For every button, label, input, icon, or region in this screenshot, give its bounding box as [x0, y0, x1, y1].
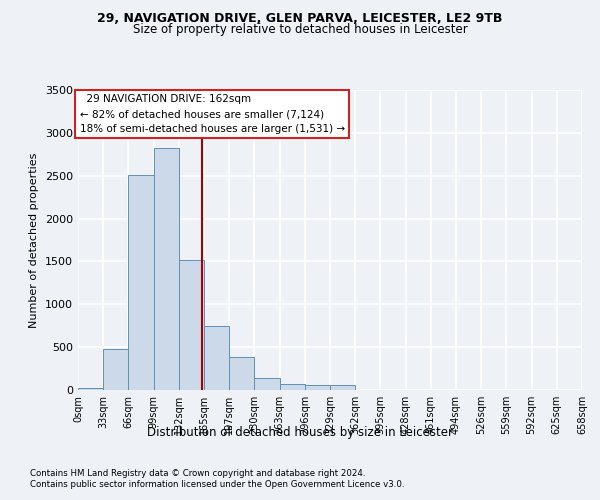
Bar	[229, 356, 254, 390]
Bar	[154, 148, 179, 390]
Bar	[204, 326, 229, 390]
Bar	[280, 384, 305, 390]
Text: Size of property relative to detached houses in Leicester: Size of property relative to detached ho…	[133, 22, 467, 36]
Bar	[179, 260, 204, 390]
Text: 29 NAVIGATION DRIVE: 162sqm  
← 82% of detached houses are smaller (7,124)
18% o: 29 NAVIGATION DRIVE: 162sqm ← 82% of det…	[80, 94, 344, 134]
Bar	[305, 386, 330, 390]
Bar	[330, 386, 355, 390]
Bar	[78, 388, 103, 390]
Text: 29, NAVIGATION DRIVE, GLEN PARVA, LEICESTER, LE2 9TB: 29, NAVIGATION DRIVE, GLEN PARVA, LEICES…	[97, 12, 503, 26]
Bar	[103, 349, 128, 390]
Text: Distribution of detached houses by size in Leicester: Distribution of detached houses by size …	[147, 426, 453, 439]
Bar	[254, 378, 280, 390]
Y-axis label: Number of detached properties: Number of detached properties	[29, 152, 40, 328]
Text: Contains public sector information licensed under the Open Government Licence v3: Contains public sector information licen…	[30, 480, 404, 489]
Bar	[128, 175, 154, 390]
Text: Contains HM Land Registry data © Crown copyright and database right 2024.: Contains HM Land Registry data © Crown c…	[30, 468, 365, 477]
